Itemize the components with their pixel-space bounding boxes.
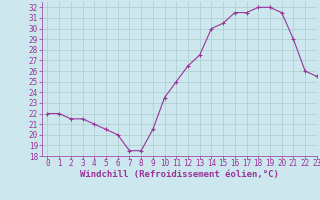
X-axis label: Windchill (Refroidissement éolien,°C): Windchill (Refroidissement éolien,°C) (80, 170, 279, 179)
